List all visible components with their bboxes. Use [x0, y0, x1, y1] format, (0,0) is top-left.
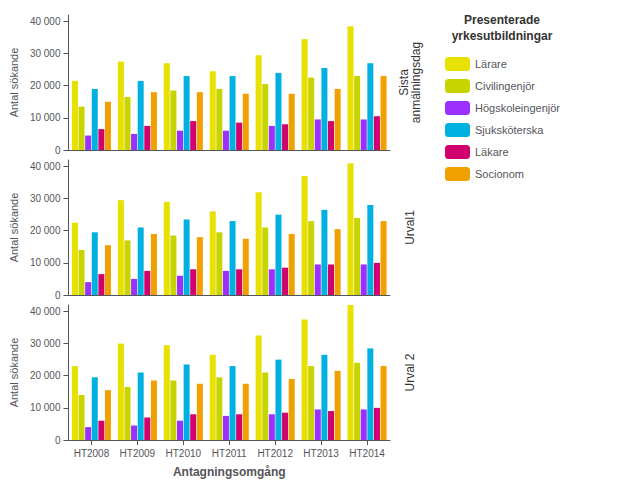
svg-text:HT2012: HT2012: [257, 448, 293, 459]
svg-text:30 000: 30 000: [30, 193, 61, 204]
svg-text:Sjuksköterska: Sjuksköterska: [475, 124, 544, 136]
svg-text:HT2008: HT2008: [74, 448, 110, 459]
svg-text:40 000: 40 000: [30, 161, 61, 172]
svg-text:Antagningsomgång: Antagningsomgång: [173, 465, 286, 479]
svg-text:Socionom: Socionom: [475, 168, 524, 180]
svg-text:0: 0: [55, 290, 61, 301]
svg-text:HT2013: HT2013: [303, 448, 339, 459]
svg-text:40 000: 40 000: [30, 306, 61, 317]
svg-text:Urval 2: Urval 2: [403, 353, 417, 391]
svg-text:HT2014: HT2014: [349, 448, 385, 459]
svg-text:HT2009: HT2009: [120, 448, 156, 459]
svg-text:Presenterade: Presenterade: [464, 13, 540, 27]
svg-text:Civilingenjör: Civilingenjör: [475, 80, 535, 92]
svg-text:Urval1: Urval1: [403, 210, 417, 245]
svg-text:0: 0: [55, 435, 61, 446]
svg-text:20 000: 20 000: [30, 80, 61, 91]
svg-text:Antal sökande: Antal sökande: [8, 193, 20, 263]
svg-text:30 000: 30 000: [30, 338, 61, 349]
svg-text:30 000: 30 000: [30, 48, 61, 59]
svg-text:10 000: 10 000: [30, 402, 61, 413]
svg-text:Läkare: Läkare: [475, 146, 509, 158]
svg-text:10 000: 10 000: [30, 257, 61, 268]
svg-text:20 000: 20 000: [30, 225, 61, 236]
svg-text:40 000: 40 000: [30, 16, 61, 27]
svg-text:yrkesutbildningar: yrkesutbildningar: [452, 29, 553, 43]
svg-text:0: 0: [55, 145, 61, 156]
svg-text:Lärare: Lärare: [475, 58, 507, 70]
svg-text:HT2010: HT2010: [166, 448, 202, 459]
svg-text:Antal sökande: Antal sökande: [8, 48, 20, 118]
svg-text:10 000: 10 000: [30, 112, 61, 123]
svg-text:Högskoleingenjör: Högskoleingenjör: [475, 102, 560, 114]
svg-text:anmälningsdag: anmälningsdag: [409, 42, 423, 123]
svg-text:HT2011: HT2011: [212, 448, 247, 459]
svg-text:20 000: 20 000: [30, 370, 61, 381]
svg-text:Antal sökande: Antal sökande: [8, 338, 20, 408]
svg-text:Sista: Sista: [397, 69, 411, 96]
